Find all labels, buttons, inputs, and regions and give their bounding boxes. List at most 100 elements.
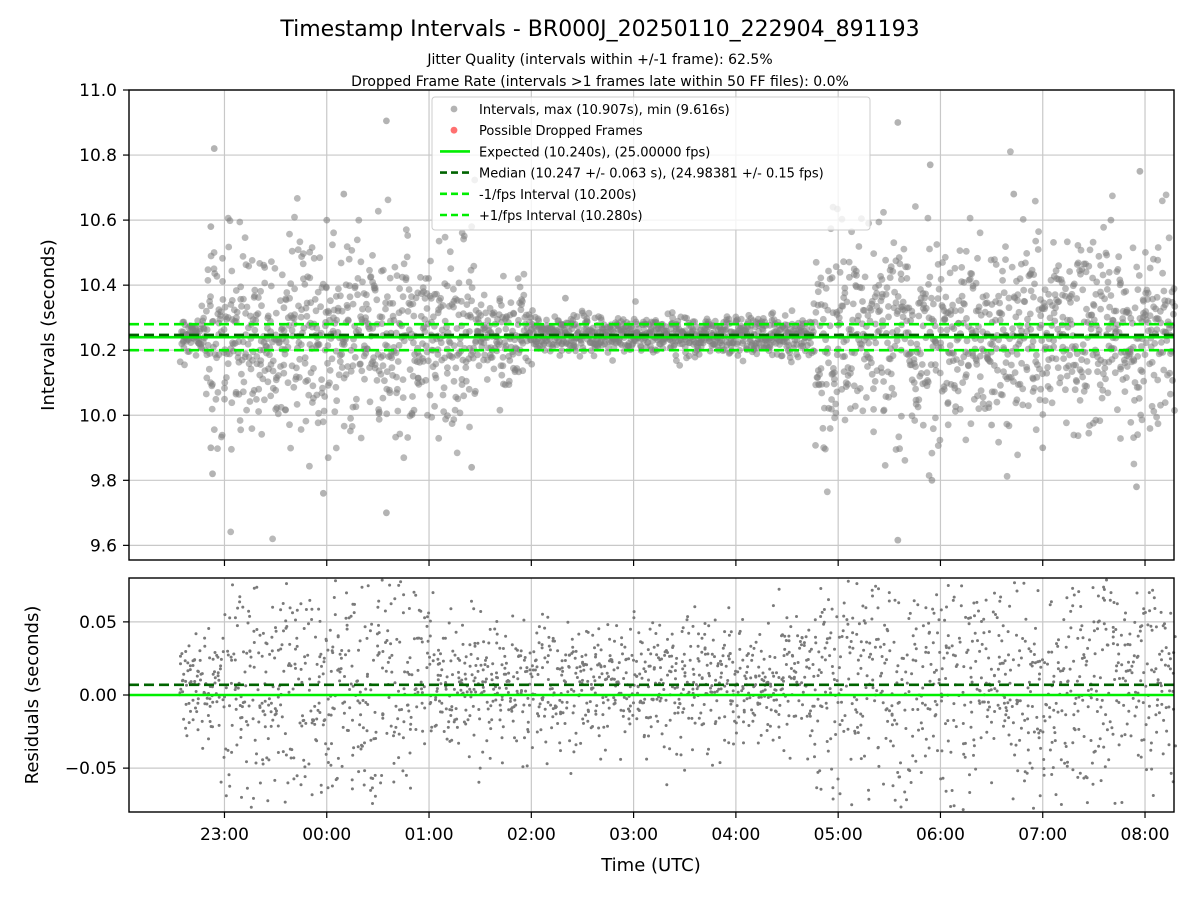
residual-point <box>196 728 200 732</box>
interval-point <box>973 360 981 368</box>
residual-point <box>289 756 293 760</box>
residual-point <box>500 698 504 702</box>
residual-point <box>445 737 449 741</box>
residual-point <box>885 707 889 711</box>
residual-point <box>472 607 476 611</box>
residual-point <box>350 778 354 782</box>
residual-point <box>1009 668 1012 672</box>
residual-point <box>1048 748 1052 752</box>
residual-point <box>888 649 892 653</box>
residual-point <box>936 749 939 753</box>
residual-point <box>495 620 499 623</box>
interval-point <box>923 369 931 377</box>
residual-point <box>247 704 251 708</box>
residual-point <box>363 769 367 773</box>
residual-point <box>1154 667 1158 671</box>
residual-point <box>284 619 288 623</box>
interval-point <box>541 347 549 354</box>
residual-point <box>318 619 322 623</box>
interval-point <box>924 214 932 222</box>
interval-point <box>362 314 369 322</box>
residual-point <box>469 652 473 656</box>
residual-point <box>322 656 326 660</box>
residual-point <box>487 641 491 645</box>
interval-point <box>212 395 220 403</box>
residual-point <box>787 714 791 718</box>
interval-point <box>203 307 210 315</box>
interval-point <box>1050 309 1058 317</box>
residual-point <box>357 770 361 774</box>
residual-point <box>1103 598 1106 602</box>
residual-point <box>1052 708 1056 712</box>
interval-point <box>993 398 1001 406</box>
residual-point <box>1060 709 1064 713</box>
interval-point <box>207 223 215 231</box>
residual-point <box>449 659 453 663</box>
interval-point <box>890 391 898 398</box>
residual-point <box>703 646 707 650</box>
residual-point <box>205 696 209 700</box>
residual-point <box>1077 695 1081 699</box>
interval-point <box>369 252 376 259</box>
residual-point <box>621 714 625 718</box>
interval-point <box>907 317 914 325</box>
residual-point <box>344 616 348 620</box>
residual-point <box>639 652 643 656</box>
residual-point <box>445 675 449 679</box>
residual-point <box>1168 657 1172 661</box>
residual-point <box>813 618 817 622</box>
interval-point <box>318 376 325 383</box>
residual-point <box>224 686 228 690</box>
interval-point <box>933 241 941 248</box>
residual-point <box>485 739 489 743</box>
residual-point <box>842 729 846 733</box>
interval-point <box>841 353 848 360</box>
residual-point <box>395 637 399 641</box>
interval-point <box>267 282 275 290</box>
residual-point <box>554 706 557 710</box>
residual-point <box>806 658 810 661</box>
residual-point <box>434 696 438 699</box>
interval-point <box>1021 298 1029 306</box>
residual-point <box>1073 728 1077 732</box>
residual-point <box>660 732 664 736</box>
residual-point <box>326 786 330 790</box>
residual-point <box>548 648 552 652</box>
interval-point <box>816 370 823 378</box>
interval-point <box>324 359 331 367</box>
residual-point <box>914 647 918 651</box>
interval-point <box>1022 259 1029 267</box>
interval-point <box>207 293 214 301</box>
interval-point <box>384 196 392 204</box>
residual-point <box>931 641 935 645</box>
residual-point <box>682 707 686 711</box>
residual-point <box>211 700 215 704</box>
residual-point <box>229 655 233 659</box>
residual-point <box>911 634 915 638</box>
residual-point <box>459 688 463 692</box>
residual-point <box>935 593 939 597</box>
interval-point <box>427 257 434 265</box>
residual-point <box>890 704 894 708</box>
interval-point <box>1105 325 1113 333</box>
residual-point <box>696 684 700 688</box>
interval-point <box>255 294 262 301</box>
residual-point <box>178 691 182 695</box>
residual-point <box>252 796 255 800</box>
interval-point <box>1013 396 1021 404</box>
residual-point <box>1008 604 1012 608</box>
residual-point <box>1130 664 1134 668</box>
residual-point <box>815 786 819 790</box>
residual-point <box>261 709 265 713</box>
residual-point <box>876 745 880 749</box>
interval-point <box>400 337 408 345</box>
interval-point <box>221 379 229 386</box>
residual-point <box>1116 643 1120 647</box>
residual-point <box>228 616 232 620</box>
residual-point <box>217 695 221 699</box>
residual-point <box>750 658 754 662</box>
interval-point <box>338 351 346 358</box>
interval-point <box>261 396 268 404</box>
interval-point <box>444 412 451 419</box>
residual-point <box>436 662 440 666</box>
